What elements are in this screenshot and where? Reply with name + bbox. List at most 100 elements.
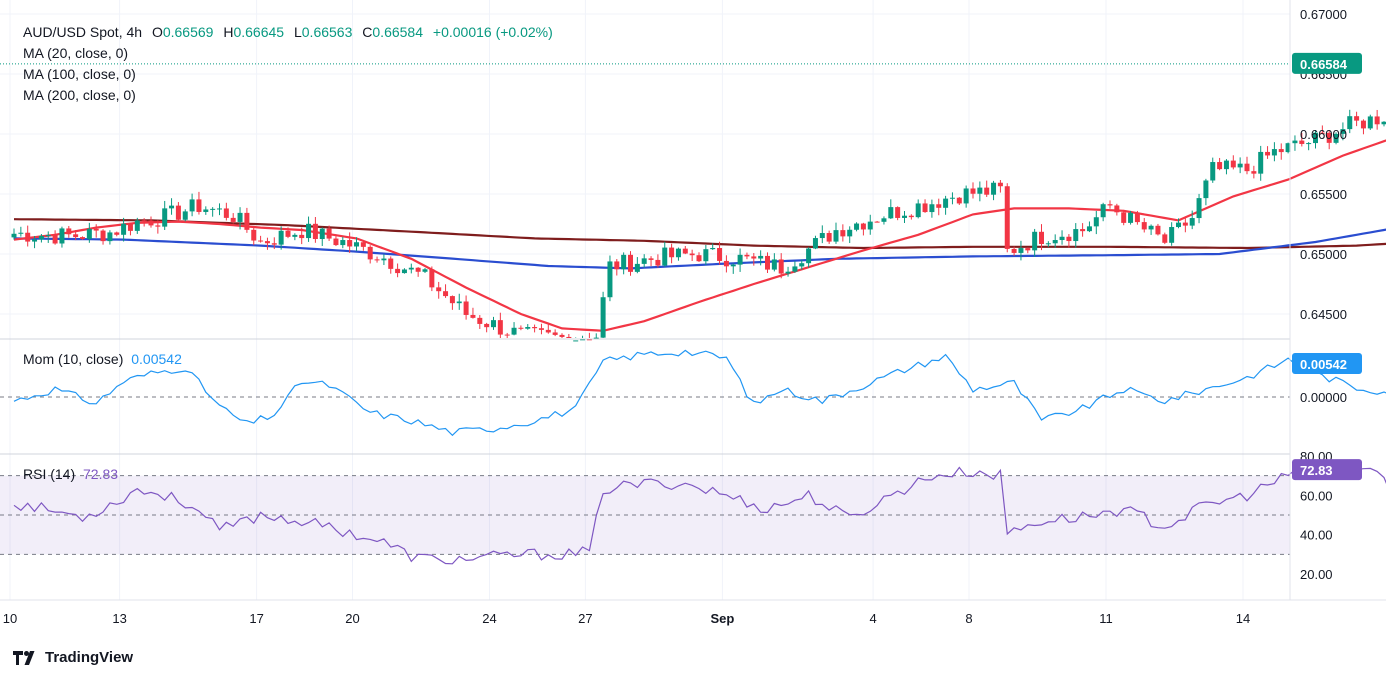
rsi-tick-label: 20.00 bbox=[1300, 567, 1333, 582]
candle-body bbox=[1251, 171, 1257, 174]
candle-down bbox=[175, 202, 181, 221]
candle-body bbox=[1134, 212, 1140, 223]
candle-up bbox=[422, 267, 428, 274]
candle-body bbox=[340, 240, 346, 246]
candle-body bbox=[86, 228, 92, 239]
candle-body bbox=[1299, 140, 1305, 144]
candle-down bbox=[367, 245, 373, 264]
candle-body bbox=[189, 199, 195, 212]
candle-up bbox=[1032, 228, 1038, 257]
candle-up bbox=[1210, 157, 1216, 183]
candle-up bbox=[107, 230, 113, 245]
candle-up bbox=[210, 207, 216, 217]
candle-body bbox=[867, 221, 873, 230]
candle-up bbox=[319, 227, 325, 247]
low-value: 0.66563 bbox=[301, 24, 353, 40]
candle-body bbox=[538, 328, 544, 330]
candle-up bbox=[1203, 178, 1209, 206]
candle-up bbox=[1271, 142, 1277, 162]
candle-down bbox=[1162, 232, 1168, 245]
time-tick-label: 8 bbox=[965, 611, 972, 626]
tradingview-logo[interactable]: TradingView bbox=[13, 649, 133, 666]
candle-body bbox=[888, 207, 894, 219]
candle-body bbox=[312, 223, 318, 240]
time-tick-label: 24 bbox=[482, 611, 496, 626]
candle-body bbox=[518, 327, 524, 329]
ma100-legend[interactable]: MA (100, close, 0) bbox=[23, 66, 136, 82]
rsi-line bbox=[13, 466, 1386, 565]
candle-body bbox=[1141, 222, 1147, 230]
candle-down bbox=[1182, 217, 1188, 233]
candle-up bbox=[1093, 210, 1099, 235]
price-grid bbox=[0, 0, 1290, 600]
tradingview-brand: TradingView bbox=[45, 649, 134, 666]
time-tick-label: 4 bbox=[869, 611, 876, 626]
candle-down bbox=[518, 325, 524, 331]
rsi-badge-bg bbox=[1292, 459, 1362, 481]
candle-body bbox=[1148, 225, 1154, 230]
candle-body bbox=[826, 233, 832, 242]
rsi-path bbox=[13, 466, 1386, 565]
candle-up bbox=[703, 244, 709, 265]
candle-down bbox=[463, 295, 469, 320]
candle-body bbox=[799, 263, 805, 267]
candle-up bbox=[867, 214, 873, 235]
candle-body bbox=[326, 228, 332, 239]
candle-body bbox=[210, 208, 216, 210]
tradingview-logo-icon bbox=[13, 650, 35, 665]
candle-up bbox=[278, 226, 284, 250]
candle-up bbox=[812, 235, 818, 250]
candle-up bbox=[1073, 223, 1079, 248]
candle-body bbox=[881, 218, 887, 222]
candle-down bbox=[1134, 210, 1140, 225]
candle-body bbox=[1340, 129, 1346, 134]
candle-body bbox=[456, 301, 462, 304]
candle-body bbox=[1004, 186, 1010, 249]
candle-body bbox=[908, 215, 914, 218]
candle-body bbox=[1306, 143, 1312, 145]
candle-body bbox=[710, 247, 716, 250]
momentum-badge-text: 0.00542 bbox=[1300, 357, 1347, 372]
candle-body bbox=[217, 208, 222, 210]
price-tick-label: 0.65500 bbox=[1300, 187, 1347, 202]
candle-body bbox=[819, 233, 825, 239]
candle-body bbox=[634, 263, 640, 272]
candle-body bbox=[593, 337, 599, 339]
candle-body bbox=[915, 203, 921, 218]
candle-up bbox=[1086, 221, 1092, 233]
candle-down bbox=[1265, 146, 1271, 159]
candle-up bbox=[600, 291, 606, 338]
candle-body bbox=[18, 232, 24, 234]
candle-body bbox=[59, 228, 65, 244]
candle-down bbox=[1066, 234, 1072, 248]
candle-body bbox=[723, 260, 729, 267]
ma200-legend[interactable]: MA (200, close, 0) bbox=[23, 87, 136, 103]
candle-up bbox=[799, 259, 805, 270]
candle-body bbox=[580, 339, 586, 341]
candle-up bbox=[847, 226, 853, 244]
candle-body bbox=[607, 261, 613, 298]
candle-down bbox=[744, 252, 750, 260]
candle-body bbox=[347, 240, 353, 247]
ma20-legend[interactable]: MA (20, close, 0) bbox=[23, 45, 129, 61]
candle-down bbox=[100, 229, 106, 245]
rsi-legend[interactable]: RSI (14) 72.83 bbox=[23, 466, 118, 483]
momentum-legend[interactable]: Mom (10, close) 0.00542 bbox=[23, 351, 182, 368]
candle-down bbox=[497, 312, 503, 338]
candle-body bbox=[854, 223, 860, 230]
candle-up bbox=[949, 192, 955, 205]
candle-up bbox=[59, 226, 65, 248]
candle-up bbox=[306, 216, 312, 242]
momentum-pane bbox=[0, 338, 1386, 437]
candle-up bbox=[456, 293, 462, 310]
candle-up bbox=[169, 198, 175, 215]
candle-body bbox=[525, 327, 531, 329]
candle-down bbox=[25, 225, 31, 247]
candle-down bbox=[388, 256, 394, 274]
candle-body bbox=[107, 232, 113, 242]
candle-down bbox=[765, 252, 770, 273]
candle-body bbox=[134, 220, 140, 231]
candle-up bbox=[237, 207, 243, 230]
candle-up bbox=[580, 335, 586, 341]
candle-down bbox=[874, 220, 880, 223]
